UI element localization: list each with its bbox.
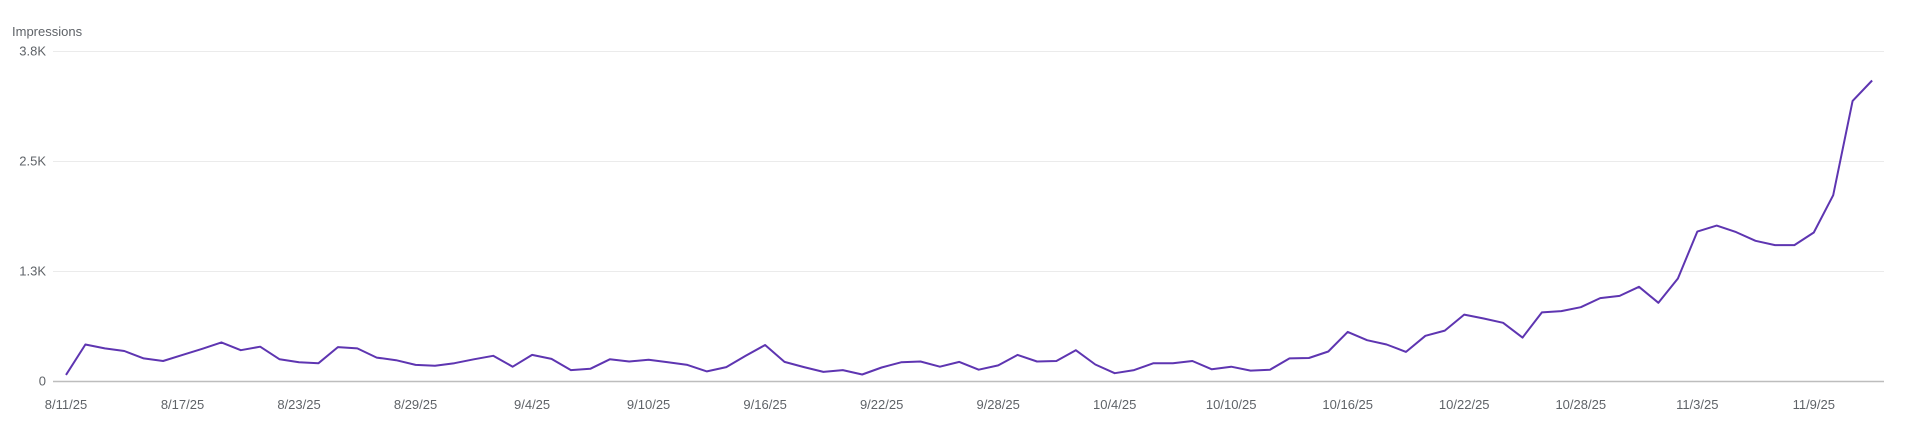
x-tick-label: 9/4/25	[514, 397, 550, 412]
x-tick-label: 11/3/25	[1676, 397, 1718, 412]
x-tick-label: 9/10/25	[627, 397, 670, 412]
x-tick-label: 10/22/25	[1439, 397, 1490, 412]
x-axis-labels: 8/11/25 8/17/25 8/23/25 8/29/25 9/4/25 9/10/2…	[45, 397, 1835, 412]
y-tick-label: 3.8K	[19, 44, 46, 59]
impressions-line	[65, 79, 1873, 376]
x-tick-label: 10/16/25	[1322, 397, 1373, 412]
y-tick-label: 1.3K	[19, 264, 46, 279]
x-tick-label: 8/23/25	[277, 397, 320, 412]
x-tick-label: 9/28/25	[976, 397, 1019, 412]
x-tick-label: 10/28/25	[1555, 397, 1606, 412]
y-tick-label: 2.5K	[19, 154, 46, 169]
y-axis-labels: 0 1.3K 2.5K 3.8K	[19, 44, 46, 389]
y-tick-label: 0	[39, 374, 46, 389]
x-tick-label: 8/17/25	[161, 397, 204, 412]
x-tick-label: 11/9/25	[1793, 397, 1835, 412]
x-tick-label: 8/11/25	[45, 397, 87, 412]
gridlines	[53, 51, 1884, 383]
x-tick-label: 10/10/25	[1206, 397, 1257, 412]
y-axis-title: Impressions	[12, 24, 83, 39]
x-tick-label: 10/4/25	[1093, 397, 1136, 412]
x-tick-label: 8/29/25	[394, 397, 437, 412]
series-layer	[65, 79, 1873, 376]
x-tick-label: 9/22/25	[860, 397, 903, 412]
x-tick-label: 9/16/25	[743, 397, 786, 412]
